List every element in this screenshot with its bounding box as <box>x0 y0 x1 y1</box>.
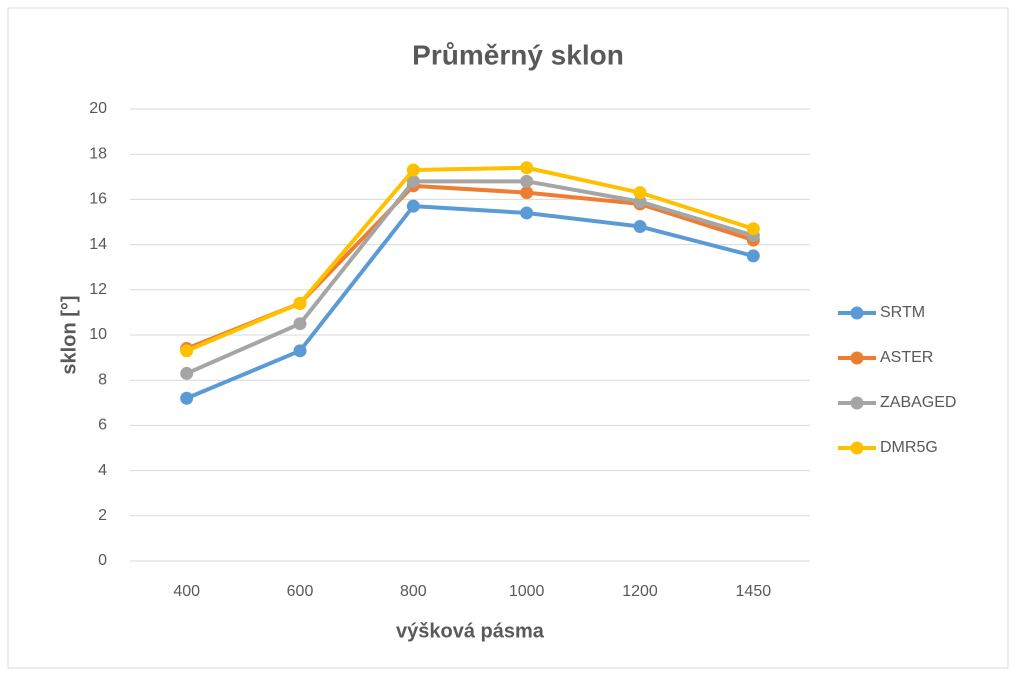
legend-label: ZABAGED <box>880 394 956 411</box>
series-line <box>185 179 754 376</box>
data-point <box>293 317 307 331</box>
x-tick-label: 1200 <box>622 583 658 600</box>
data-point <box>633 186 647 200</box>
data-point <box>406 199 420 213</box>
x-tick-label: 1000 <box>509 583 545 600</box>
data-point <box>746 222 760 236</box>
y-tick-label: 2 <box>98 507 107 524</box>
data-point <box>293 296 307 310</box>
data-point <box>293 344 307 358</box>
x-tick-label: 800 <box>400 583 427 600</box>
legend-label: DMR5G <box>880 439 938 456</box>
data-point <box>520 174 534 188</box>
data-point <box>520 206 534 220</box>
legend-label: SRTM <box>880 304 925 321</box>
data-point <box>180 344 194 358</box>
data-point <box>633 220 647 234</box>
y-tick-label: 14 <box>89 236 107 253</box>
y-tick-label: 8 <box>98 371 107 388</box>
legend-marker <box>850 351 864 365</box>
data-point <box>406 163 420 177</box>
data-point <box>180 366 194 380</box>
y-tick-label: 18 <box>89 145 107 162</box>
data-point <box>180 391 194 405</box>
data-point <box>746 249 760 263</box>
y-tick-label: 12 <box>89 281 107 298</box>
y-tick-label: 4 <box>98 462 107 479</box>
legend-marker <box>850 306 864 320</box>
x-tick-label: 400 <box>173 583 200 600</box>
y-tick-label: 20 <box>89 100 107 117</box>
chart-title: Průměrný sklon <box>412 39 624 70</box>
y-tick-label: 10 <box>89 326 107 343</box>
data-point <box>520 186 534 200</box>
data-point <box>406 174 420 188</box>
series-line <box>185 204 754 401</box>
chart-border <box>7 7 1009 669</box>
y-axis-label: sklon [°] <box>58 295 80 374</box>
series-line <box>185 165 754 353</box>
data-point <box>520 161 534 175</box>
x-axis-label: výšková pásma <box>396 620 545 642</box>
legend-label: ASTER <box>880 349 933 366</box>
legend-marker <box>850 441 864 455</box>
y-tick-label: 6 <box>98 417 107 434</box>
x-tick-label: 600 <box>287 583 314 600</box>
y-tick-label: 16 <box>89 191 107 208</box>
y-tick-label: 0 <box>98 552 107 569</box>
data-point <box>633 195 647 209</box>
x-tick-label: 1450 <box>736 583 772 600</box>
legend-marker <box>850 396 864 410</box>
